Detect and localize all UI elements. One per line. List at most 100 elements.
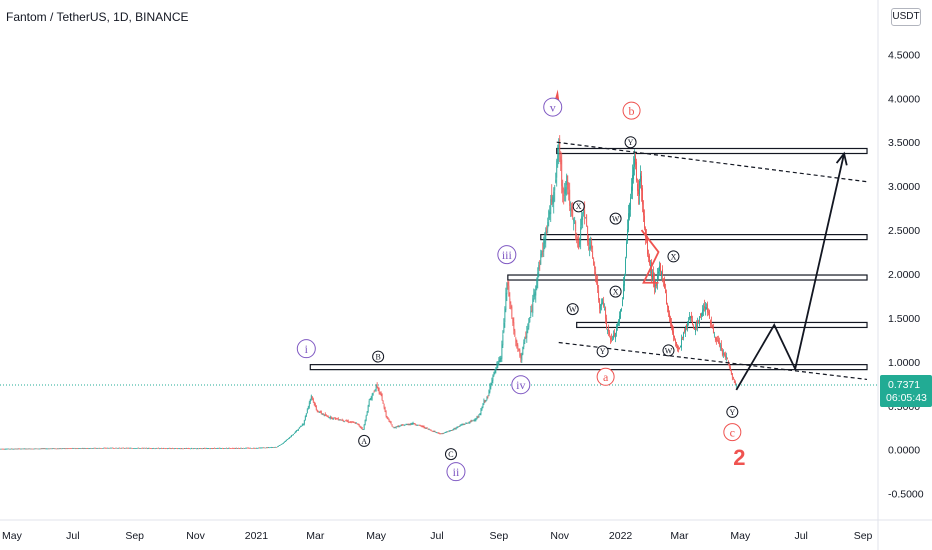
candle-body [595,271,597,276]
candle-body [317,411,319,413]
candle-body [454,428,456,430]
candle-body [629,204,630,219]
candle-body [123,447,125,449]
candle-body [588,242,590,245]
candle-body [144,447,146,449]
candle-body [325,415,327,417]
candle-body [437,432,439,434]
candle-body [645,228,646,238]
candle-body [365,416,367,421]
wave-label-circle [358,434,371,447]
candle-body [214,447,215,449]
wave-label-text: iii [502,248,513,262]
candle-body [135,448,137,450]
candle-body [488,391,490,397]
candle-body [226,448,227,449]
red-triangle-pattern [640,229,660,284]
candle-body [201,448,202,450]
candle-body [66,448,68,450]
candle-body [380,393,382,395]
candle-body [175,448,176,449]
candle-body [552,197,554,204]
candle-body [18,448,20,450]
candle-body [329,416,331,419]
candle-body [29,448,31,450]
level-box [309,364,868,371]
candle-body [564,189,566,194]
candle-body [23,448,25,450]
candle-body [47,448,49,450]
candle-body [304,415,306,421]
candle-body [108,447,110,449]
candle-body [698,321,699,323]
candle-body [459,425,461,427]
candle-body [462,424,464,426]
candle-body [717,339,719,343]
candle-body [621,308,622,311]
candle-body [306,409,308,414]
candle-body [97,448,99,449]
candle-body [367,405,369,412]
x-tick-label: Jul [794,530,807,542]
wave-label-circle [497,245,517,265]
y-tick-label: 3.5000 [888,137,920,149]
candle-body [537,272,539,281]
currency-button[interactable]: USDT [891,8,921,26]
candle-body [356,423,358,425]
candle-body [512,318,514,323]
candle-body [307,406,309,409]
candle-body [105,447,107,449]
candle-body [608,329,610,332]
candle-body [120,447,122,449]
candle-body [270,447,272,449]
candle-body [202,448,203,450]
candle-body [378,387,380,393]
wave-label-text: Y [628,138,634,147]
symbol-title: Fantom / TetherUS, 1D, BINANCE [6,10,189,24]
candle-body [313,401,315,405]
candle-body [711,324,713,328]
candle-body [60,448,62,450]
candle-body [491,379,493,383]
candle-body [276,446,278,448]
candle-body [95,448,97,449]
candle-body [432,430,434,432]
candle-body [138,447,140,449]
x-tick-label: Sep [854,530,873,542]
candle-body [576,234,578,236]
candle-body [559,139,561,152]
candle-body [300,426,302,427]
candle-body [713,334,715,336]
candle-body [11,448,13,450]
candle-body [72,448,74,449]
candle-body [14,448,16,450]
candle-body [0,448,2,450]
candle-body [471,420,473,422]
candle-body [558,145,560,156]
candle-body [332,417,334,420]
candle-body [623,284,624,299]
candle-body [489,386,491,392]
candle-body [52,448,54,450]
wave-label-circle [662,344,675,357]
candle-body [497,362,499,366]
candle-body [176,447,177,449]
candle-body [143,448,145,449]
candle-body [464,424,466,425]
candle-body [129,447,131,449]
candle-body [179,448,180,450]
candle-body [503,322,505,333]
candle-body [426,427,428,429]
candle-body [208,448,209,449]
candle-body [348,422,350,423]
candle-body [614,332,615,337]
candle-body [631,186,632,194]
candle-body [450,430,452,431]
candle-body [533,293,535,297]
candle-body [274,446,276,448]
candle-body [116,447,118,449]
candle-body [401,424,403,426]
candle-body [165,448,167,450]
